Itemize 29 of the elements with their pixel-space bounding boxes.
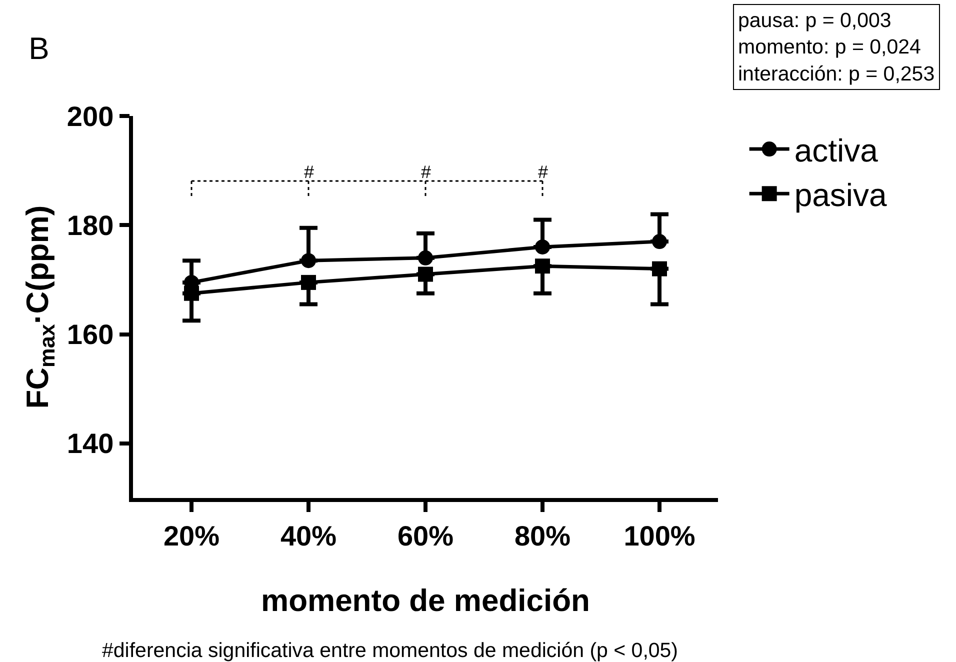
x-axis-title: momento de medición	[261, 583, 590, 618]
x-tick-label: 20%	[163, 520, 220, 552]
point	[418, 250, 433, 266]
text: #diferencia significativa entre momentos de medición (p < 0,05)	[102, 639, 678, 662]
point	[184, 286, 199, 301]
point	[535, 258, 550, 274]
point	[301, 274, 316, 290]
point	[535, 239, 550, 254]
point	[301, 253, 316, 268]
y-tick-label: 200	[66, 100, 114, 132]
y-tick-label: 140	[66, 428, 114, 460]
point	[652, 261, 667, 276]
text: pausa: p = 0,003	[738, 9, 892, 32]
y-tick-label: 180	[66, 210, 114, 241]
legend-label: activa	[794, 132, 878, 169]
annotation: #	[538, 162, 548, 182]
x-tick-label: 40%	[280, 520, 337, 552]
x-tick-label: 100%	[624, 520, 696, 552]
x-tick-label: 60%	[397, 520, 454, 552]
point	[418, 266, 433, 282]
y-tick-label: 160	[66, 319, 114, 350]
legend-label: pasiva	[794, 177, 888, 214]
annotation: #	[421, 162, 432, 182]
text: momento: p = 0,024	[738, 36, 921, 59]
annotation: #	[304, 162, 314, 182]
x-tick-label: 80%	[514, 520, 571, 552]
point	[652, 234, 667, 250]
chart-title: B	[28, 31, 50, 66]
text: interacción: p = 0,253	[738, 62, 935, 86]
